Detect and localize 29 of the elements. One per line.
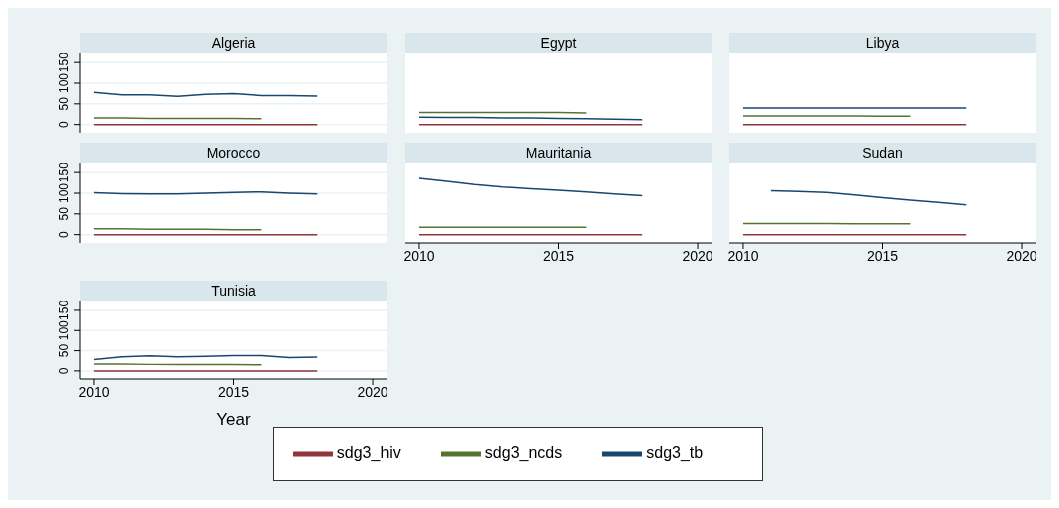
y-tick-label: 100: [57, 72, 71, 94]
x-tick-label: 2015: [217, 383, 250, 400]
legend-label: sdg3_ncds: [484, 444, 563, 462]
chart-title: Libya: [729, 33, 1036, 53]
x-tick-label: 2015: [866, 247, 899, 264]
y-tick-label: 0: [57, 231, 71, 239]
y-tick-label: 50: [57, 343, 71, 358]
chart-title: Tunisia: [80, 281, 387, 301]
x-tick-label: 2010: [727, 247, 759, 264]
y-tick-label: 0: [57, 367, 71, 375]
y-tick-label: 100: [57, 319, 71, 341]
chart-title: Morocco: [80, 143, 387, 163]
x-tick-label: 2015: [542, 247, 575, 264]
x-axis-title: Year: [216, 410, 252, 429]
y-tick-label: 150: [57, 299, 71, 320]
chart-title: Egypt: [405, 33, 712, 53]
x-tick-label: 2010: [403, 247, 435, 264]
y-tick-label: 150: [57, 161, 71, 183]
legend-label: sdg3_tb: [646, 444, 704, 462]
chart-title: Sudan: [729, 143, 1036, 163]
legend-label: sdg3_hiv: [336, 444, 401, 462]
y-tick-label: 150: [57, 51, 71, 73]
x-tick-label: 2010: [78, 383, 110, 400]
y-tick-label: 100: [57, 182, 71, 204]
y-tick-label: 0: [57, 121, 71, 129]
y-tick-label: 50: [57, 206, 71, 221]
y-tick-label: 50: [57, 96, 71, 111]
chart-title: Algeria: [80, 33, 387, 53]
chart-title: Mauritania: [405, 143, 712, 163]
